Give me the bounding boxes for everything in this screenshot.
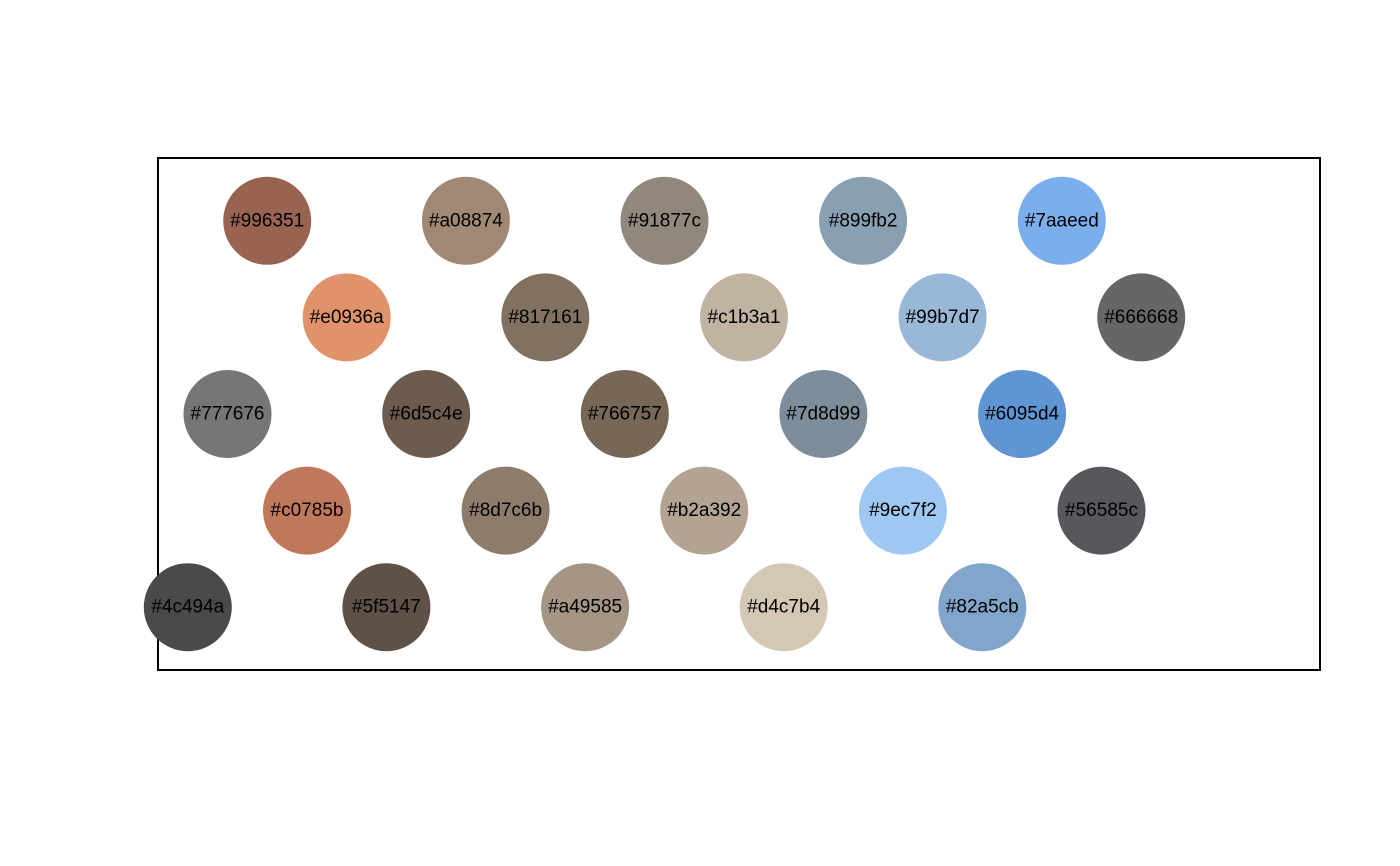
swatch-899fb2: #899fb2: [819, 176, 908, 265]
swatch-8d7c6b: #8d7c6b: [461, 466, 550, 555]
swatch-circle: [660, 466, 749, 555]
swatch-666668: #666668: [1097, 273, 1186, 362]
swatch-circle: [938, 563, 1027, 652]
swatch-a49585: #a49585: [541, 563, 630, 652]
swatch-circle: [421, 176, 510, 265]
swatch-82a5cb: #82a5cb: [938, 563, 1027, 652]
swatch-6d5c4e: #6d5c4e: [382, 370, 471, 458]
swatch-b2a392: #b2a392: [660, 466, 749, 555]
swatch-circle: [382, 370, 471, 458]
swatch-circle: [580, 370, 669, 458]
swatch-circle: [461, 466, 550, 555]
swatch-766757: #766757: [580, 370, 669, 458]
swatch-label: #99b7d7: [906, 307, 980, 328]
swatch-label: #996351: [230, 210, 304, 231]
swatch-777676: #777676: [183, 370, 272, 458]
swatch-circle: [143, 563, 232, 652]
swatch-circle: [819, 176, 908, 265]
swatch-label: #9ec7f2: [869, 500, 937, 521]
swatch-circle: [978, 370, 1067, 458]
swatch-7aaeed: #7aaeed: [1017, 176, 1106, 265]
swatch-circle: [223, 176, 312, 265]
swatch-circle: [779, 370, 868, 458]
swatch-9ec7f2: #9ec7f2: [858, 466, 947, 555]
swatch-label: #899fb2: [829, 210, 898, 231]
swatch-label: #766757: [588, 404, 662, 425]
swatch-label: #666668: [1104, 307, 1178, 328]
swatch-label: #d4c7b4: [747, 597, 820, 618]
swatch-label: #c0785b: [271, 500, 344, 521]
swatch-points: #996351 #a08874 #91877c #899fb2 #7aaeed #e093…: [143, 176, 1186, 652]
swatch-circle: [1017, 176, 1106, 265]
swatch-circle: [898, 273, 987, 362]
swatch-91877c: #91877c: [620, 176, 709, 265]
swatch-label: #7d8d99: [786, 404, 860, 425]
swatch-circle: [302, 273, 391, 362]
swatch-e0936a: #e0936a: [302, 273, 391, 362]
swatch-circle: [1057, 466, 1146, 555]
swatch-label: #6095d4: [985, 404, 1059, 425]
swatch-a08874: #a08874: [421, 176, 510, 265]
swatch-817161: #817161: [501, 273, 590, 362]
swatch-996351: #996351: [223, 176, 312, 265]
swatch-label: #56585c: [1065, 500, 1138, 521]
swatch-circle: [858, 466, 947, 555]
swatch-label: #817161: [508, 307, 582, 328]
swatch-5f5147: #5f5147: [342, 563, 431, 652]
swatch-label: #b2a392: [667, 500, 741, 521]
swatch-c1b3a1: #c1b3a1: [700, 273, 788, 362]
swatch-4c494a: #4c494a: [143, 563, 232, 652]
swatch-label: #6d5c4e: [390, 404, 463, 425]
swatch-circle: [342, 563, 431, 652]
swatch-7d8d99: #7d8d99: [779, 370, 868, 458]
swatch-label: #4c494a: [151, 597, 224, 618]
swatch-56585c: #56585c: [1057, 466, 1146, 555]
swatch-label: #a08874: [429, 210, 503, 231]
swatch-label: #777676: [191, 404, 265, 425]
swatch-circle: [541, 563, 630, 652]
swatch-99b7d7: #99b7d7: [898, 273, 987, 362]
swatch-circle: [183, 370, 272, 458]
swatch-circle: [263, 466, 351, 555]
swatch-label: #7aaeed: [1025, 210, 1099, 231]
swatch-circle: [1097, 273, 1186, 362]
swatch-label: #91877c: [628, 210, 701, 231]
swatch-c0785b: #c0785b: [263, 466, 351, 555]
swatch-circle: [501, 273, 590, 362]
swatch-label: #5f5147: [352, 597, 421, 618]
swatch-circle: [700, 273, 788, 362]
swatch-label: #a49585: [548, 597, 622, 618]
swatch-label: #82a5cb: [946, 597, 1019, 618]
swatch-label: #e0936a: [310, 307, 384, 328]
swatch-d4c7b4: #d4c7b4: [739, 563, 828, 652]
plot-frame: [157, 157, 1321, 671]
swatch-6095d4: #6095d4: [978, 370, 1067, 458]
swatch-label: #8d7c6b: [469, 500, 542, 521]
swatch-circle: [739, 563, 828, 652]
swatch-circle: [620, 176, 709, 265]
swatch-label: #c1b3a1: [708, 307, 781, 328]
